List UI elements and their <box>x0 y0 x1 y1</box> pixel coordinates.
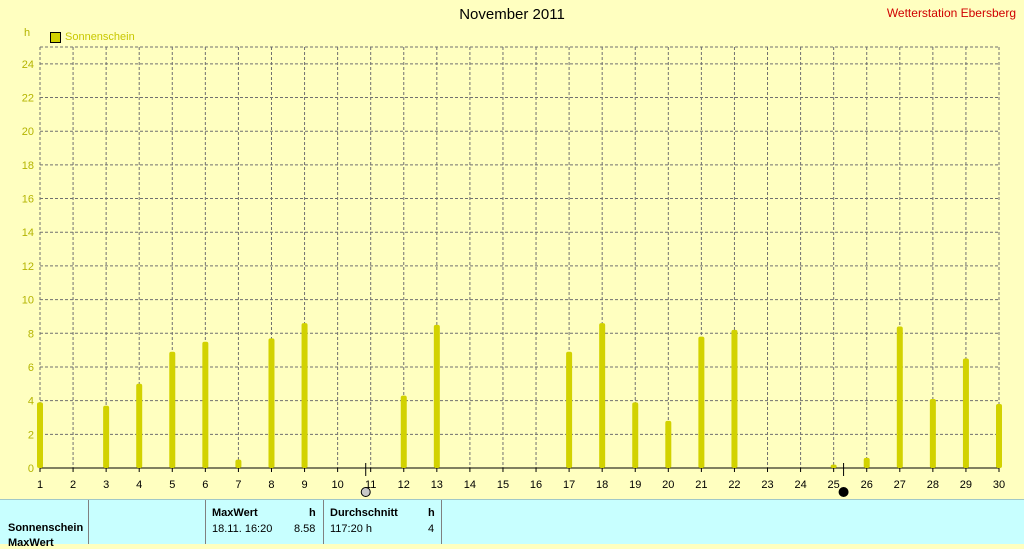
bar <box>830 464 837 468</box>
x-tick-label: 11 <box>365 479 376 491</box>
y-tick-label: 2 <box>28 429 34 441</box>
bar <box>599 323 606 468</box>
x-tick-label: 8 <box>268 479 274 491</box>
full-moon-icon <box>360 487 371 497</box>
bar <box>665 420 672 468</box>
x-tick-label: 5 <box>169 479 175 491</box>
bar <box>731 329 738 468</box>
y-tick-label: 6 <box>28 362 34 374</box>
x-tick-label: 29 <box>960 479 972 491</box>
bar <box>896 326 903 468</box>
bar <box>996 404 1002 468</box>
x-tick-label: 23 <box>761 479 773 491</box>
legend-label: Sonnenschein <box>65 31 135 43</box>
x-tick-label: 20 <box>662 479 674 491</box>
x-tick-label: 7 <box>235 479 241 491</box>
x-tick-label: 18 <box>596 479 608 491</box>
legend: Sonnenschein <box>50 31 135 43</box>
bar <box>103 405 110 468</box>
bar <box>235 459 242 468</box>
summary-panel: MaxWert h Durchschnitt h Sonnenschein 18… <box>0 499 1024 549</box>
bar <box>433 324 440 468</box>
x-tick-label: 9 <box>301 479 307 491</box>
max-header: MaxWert <box>212 507 258 519</box>
bar <box>929 398 936 468</box>
x-tick-label: 13 <box>431 479 443 491</box>
x-tick-label: 21 <box>695 479 707 491</box>
y-tick-label: 18 <box>22 160 34 172</box>
x-tick-label: 22 <box>728 479 740 491</box>
x-tick-label: 4 <box>136 479 142 491</box>
x-tick-label: 10 <box>331 479 343 491</box>
x-tick-label: 15 <box>497 479 509 491</box>
y-tick-label: 24 <box>22 59 34 71</box>
x-tick-label: 27 <box>894 479 906 491</box>
station-name: Wetterstation Ebersberg <box>886 6 1016 20</box>
avg-header: Durchschnitt <box>330 507 398 519</box>
y-tick-label: 0 <box>28 463 34 475</box>
x-tick-label: 17 <box>563 479 575 491</box>
chart-title: November 2011 <box>459 6 565 23</box>
divider <box>441 500 442 544</box>
bar <box>400 395 407 468</box>
bar <box>863 457 870 468</box>
x-tick-label: 6 <box>202 479 208 491</box>
divider <box>323 500 324 544</box>
legend-swatch <box>50 31 61 43</box>
x-tick-label: 26 <box>861 479 873 491</box>
y-tick-label: 16 <box>22 194 34 206</box>
x-tick-label: 14 <box>464 479 476 491</box>
max-value: 8.58 <box>294 523 316 535</box>
y-tick-label: 8 <box>28 328 34 340</box>
bar <box>169 351 176 468</box>
bar <box>268 338 275 468</box>
y-tick-label: 14 <box>22 227 34 239</box>
bar <box>632 402 639 468</box>
bar <box>566 351 573 468</box>
bar <box>301 323 308 468</box>
bar <box>37 402 43 468</box>
x-tick-label: 1 <box>37 479 43 491</box>
bar <box>962 358 969 468</box>
row-label-2: MaxWert <box>8 537 54 549</box>
x-tick-label: 24 <box>794 479 806 491</box>
y-tick-label: 4 <box>28 396 34 408</box>
y-tick-label: 12 <box>22 261 34 273</box>
bar <box>202 341 209 468</box>
x-tick-label: 12 <box>398 479 410 491</box>
avg-unit: h <box>428 507 435 519</box>
avg-value: 4 <box>428 523 435 535</box>
x-tick-label: 25 <box>828 479 840 491</box>
max-date: 18.11. 16:20 <box>212 523 273 535</box>
y-tick-label: 10 <box>22 295 34 307</box>
divider <box>88 500 89 544</box>
avg-total: 117:20 h <box>330 523 373 535</box>
y-tick-label: 20 <box>22 126 34 138</box>
x-tick-label: 28 <box>927 479 939 491</box>
bar <box>698 336 705 468</box>
x-tick-label: 2 <box>70 479 76 491</box>
max-unit: h <box>309 507 316 519</box>
x-tick-label: 30 <box>993 479 1005 491</box>
y-axis-label: h <box>24 27 30 39</box>
divider <box>205 500 206 544</box>
new-moon-icon <box>838 487 849 497</box>
y-tick-label: 22 <box>22 93 34 105</box>
x-tick-label: 3 <box>103 479 109 491</box>
row-label: Sonnenschein <box>8 522 84 534</box>
x-tick-label: 16 <box>530 479 542 491</box>
x-tick-label: 19 <box>629 479 641 491</box>
bar <box>136 383 143 468</box>
